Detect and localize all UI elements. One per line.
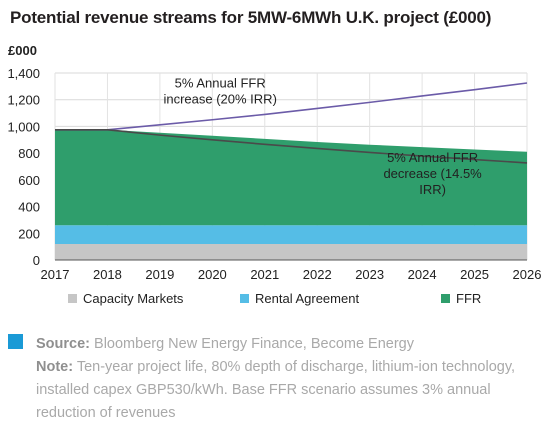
y-tick-label: 600 xyxy=(18,173,40,188)
area-rental-agreement xyxy=(55,225,527,244)
legend-swatch-capacity-markets xyxy=(68,294,77,303)
source-square-icon xyxy=(8,334,23,349)
legend-swatch-ffr xyxy=(441,294,450,303)
legend-item-rental-agreement: Rental Agreement xyxy=(240,291,359,306)
x-tick-label: 2021 xyxy=(250,267,279,282)
y-tick-label: 200 xyxy=(18,226,40,241)
annotation-decrease-line-2: decrease (14.5% xyxy=(383,166,482,181)
scenario-line-increase xyxy=(55,82,528,131)
scenario-line-layer xyxy=(55,82,528,164)
area-ffr xyxy=(55,129,527,226)
annotation-increase-line-1: 5% Annual FFR xyxy=(175,76,266,91)
source-note-text: Source: Bloomberg New Energy Finance, Be… xyxy=(36,333,541,425)
x-tick-label: 2017 xyxy=(41,267,70,282)
scenario-line-decrease xyxy=(55,128,528,164)
y-tick-label: 400 xyxy=(18,200,40,215)
y-tick-label: 0 xyxy=(33,253,40,268)
legend-label-rental-agreement: Rental Agreement xyxy=(255,291,360,306)
x-tick-label: 2024 xyxy=(408,267,437,282)
y-tick-label: 1,200 xyxy=(7,93,40,108)
y-tick-label: 800 xyxy=(18,146,40,161)
x-tick-label: 2020 xyxy=(198,267,227,282)
y-unit-label: £000 xyxy=(8,43,37,58)
axis-layer: 0 200 400 600 800 1,000 1,200 1,400 £000 2017 2018… xyxy=(7,43,541,282)
source-text: Bloomberg New Energy Finance, Become Ene… xyxy=(90,336,414,352)
legend-item-ffr: FFR xyxy=(441,291,481,306)
y-tick-label: 1,000 xyxy=(7,119,40,134)
revenue-chart: 0 200 400 600 800 1,000 1,200 1,400 £000 2017 2018… xyxy=(7,43,541,282)
legend-label-capacity-markets: Capacity Markets xyxy=(83,291,184,306)
note-line: Note: Ten-year project life, 80% depth o… xyxy=(36,356,541,425)
x-tick-label: 2026 xyxy=(513,267,542,282)
y-tick-label: 1,400 xyxy=(7,66,40,81)
x-tick-label: 2025 xyxy=(460,267,489,282)
area-layer xyxy=(55,129,527,260)
note-label: Note: xyxy=(36,359,74,375)
source-label: Source: xyxy=(36,336,90,352)
source-line: Source: Bloomberg New Energy Finance, Be… xyxy=(36,333,541,356)
x-tick-label: 2019 xyxy=(145,267,174,282)
legend-label-ffr: FFR xyxy=(456,291,482,306)
annotation-increase-line-2: increase (20% IRR) xyxy=(163,92,276,107)
x-tick-label: 2023 xyxy=(355,267,384,282)
area-capacity-markets xyxy=(55,243,527,260)
x-tick-label: 2022 xyxy=(303,267,332,282)
annotation-decrease-line-3: IRR) xyxy=(419,182,446,197)
chart-title: Potential revenue streams for 5MW-6MWh U… xyxy=(10,8,492,27)
note-text: Ten-year project life, 80% depth of disc… xyxy=(36,359,516,421)
legend-item-capacity-markets: Capacity Markets xyxy=(68,291,183,306)
annotation-decrease-line-1: 5% Annual FFR xyxy=(387,150,478,165)
legend-swatch-rental-agreement xyxy=(240,294,249,303)
x-tick-label: 2018 xyxy=(93,267,122,282)
